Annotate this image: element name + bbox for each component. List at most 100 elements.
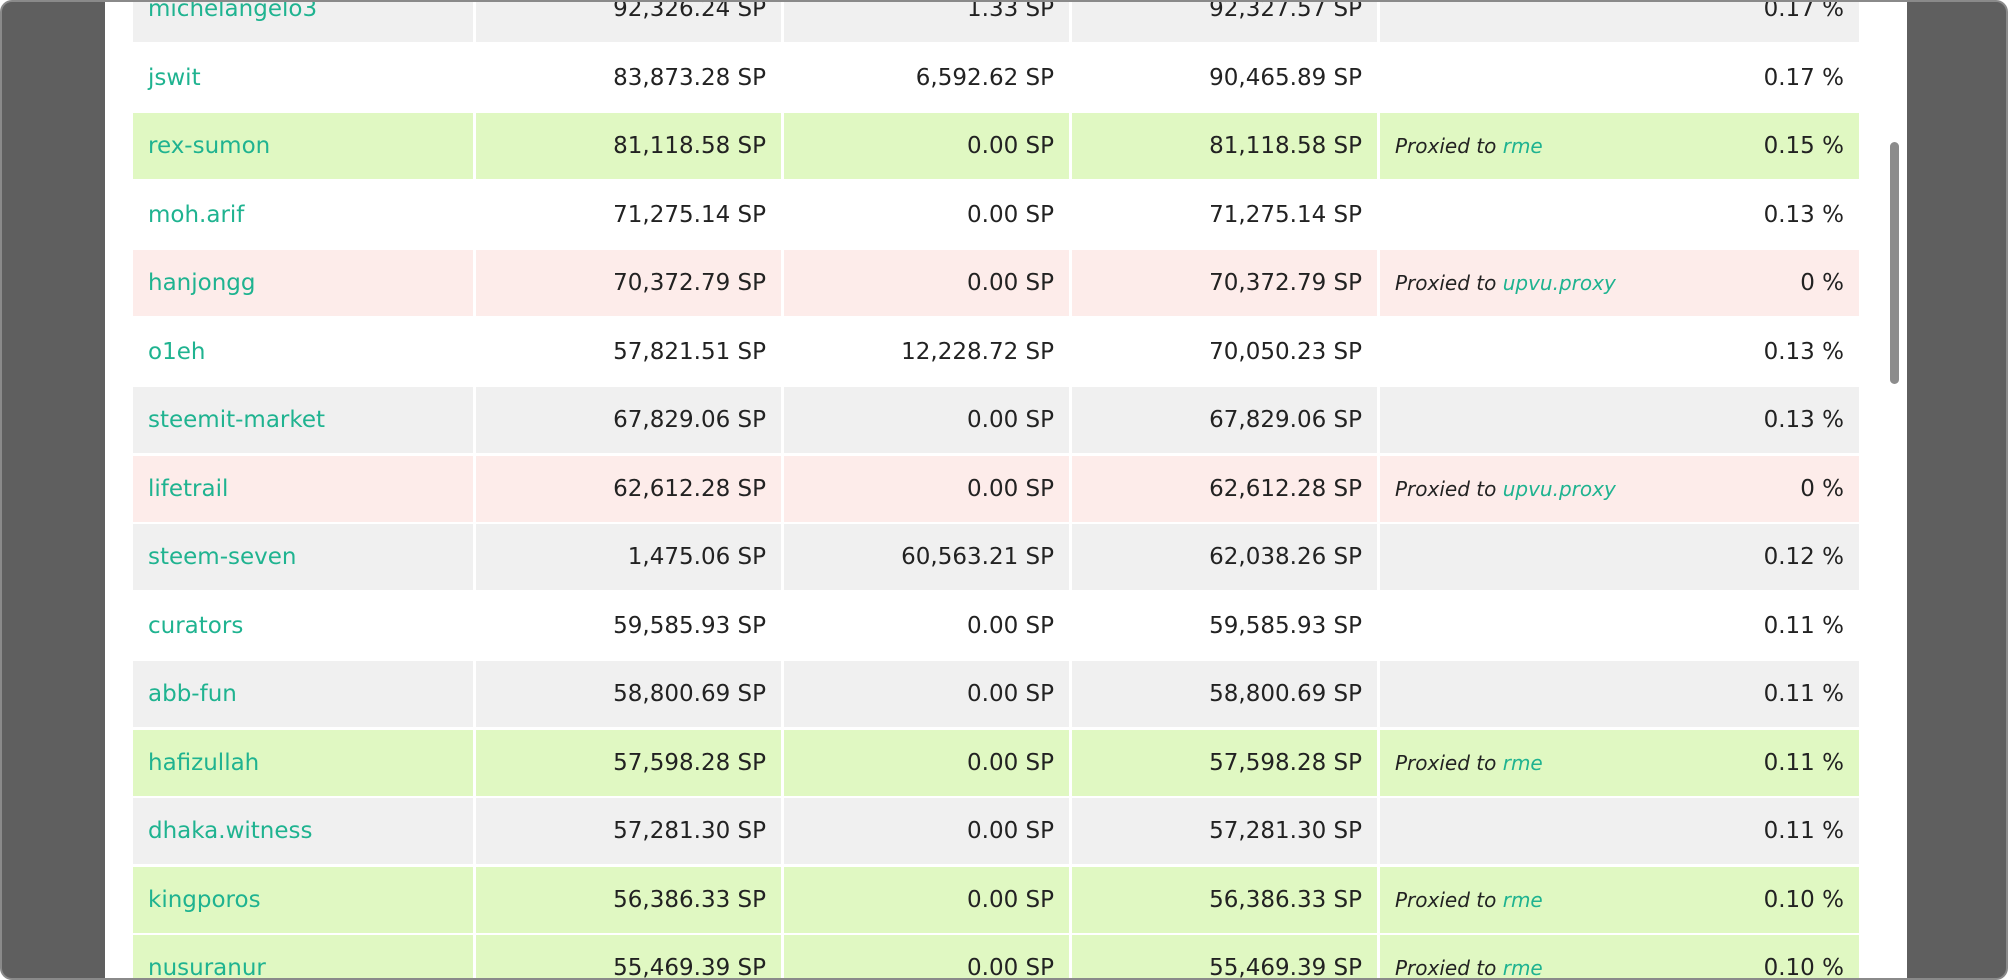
own-sp-cell: 71,275.14 SP xyxy=(476,181,784,248)
received-sp-cell: 0.00 SP xyxy=(784,935,1072,980)
own-sp-cell: 57,281.30 SP xyxy=(476,798,784,864)
vote-share-value: 0.10 % xyxy=(1763,886,1844,913)
total-sp-value: 57,281.30 SP xyxy=(1209,818,1362,844)
total-sp-value: 57,598.28 SP xyxy=(1209,749,1362,776)
account-link[interactable]: steemit-market xyxy=(148,407,326,433)
account-link[interactable]: hafizullah xyxy=(148,749,260,776)
received-sp-value: 1.33 SP xyxy=(967,2,1054,22)
total-sp-value: 58,800.69 SP xyxy=(1209,681,1362,707)
own-sp-cell: 83,873.28 SP xyxy=(476,44,784,111)
account-link[interactable]: o1eh xyxy=(148,338,206,365)
account-cell: kingporos xyxy=(133,866,476,933)
account-cell: rex-sumon xyxy=(133,113,476,179)
account-link[interactable]: moh.arif xyxy=(148,201,245,228)
total-sp-cell: 62,612.28 SP xyxy=(1072,455,1380,522)
total-sp-value: 59,585.93 SP xyxy=(1209,612,1362,639)
received-sp-value: 60,563.21 SP xyxy=(901,544,1054,570)
account-link[interactable]: dhaka.witness xyxy=(148,818,313,844)
proxy-share-cell: Proxied to rme 0.15 % xyxy=(1380,113,1859,179)
proxy-prefix: Proxied to xyxy=(1395,750,1497,775)
account-cell: hanjongg xyxy=(133,250,476,316)
received-sp-cell: 0.00 SP xyxy=(784,113,1072,179)
table-row: hanjongg 70,372.79 SP 0.00 SP 70,372.79 … xyxy=(133,250,1859,316)
total-sp-value: 92,327.57 SP xyxy=(1209,2,1362,22)
total-sp-value: 62,612.28 SP xyxy=(1209,475,1362,502)
own-sp-value: 1,475.06 SP xyxy=(627,544,766,570)
own-sp-cell: 81,118.58 SP xyxy=(476,113,784,179)
proxy-prefix: Proxied to xyxy=(1395,956,1497,980)
account-cell: michelangelo3 xyxy=(133,2,476,42)
proxy-note: Proxied to rme xyxy=(1395,134,1543,158)
own-sp-value: 67,829.06 SP xyxy=(613,407,766,433)
account-cell: moh.arif xyxy=(133,181,476,248)
received-sp-cell: 0.00 SP xyxy=(784,181,1072,248)
vote-share-value: 0.10 % xyxy=(1763,955,1844,980)
proxy-share-cell: 0.12 % xyxy=(1380,524,1859,590)
proxy-account-link[interactable]: upvu.proxy xyxy=(1502,271,1616,295)
account-link[interactable]: curators xyxy=(148,612,244,639)
received-sp-cell: 0.00 SP xyxy=(784,250,1072,316)
vote-share-value: 0 % xyxy=(1800,475,1844,502)
proxy-note: Proxied to upvu.proxy xyxy=(1395,477,1616,501)
account-link[interactable]: hanjongg xyxy=(148,270,256,296)
received-sp-value: 0.00 SP xyxy=(967,133,1054,159)
own-sp-value: 92,326.24 SP xyxy=(613,2,766,22)
account-link[interactable]: steem-seven xyxy=(148,544,297,570)
total-sp-cell: 57,598.28 SP xyxy=(1072,729,1380,796)
total-sp-value: 81,118.58 SP xyxy=(1209,133,1362,159)
proxy-share-cell: 0.11 % xyxy=(1380,592,1859,659)
received-sp-cell: 0.00 SP xyxy=(784,729,1072,796)
account-link[interactable]: nusuranur xyxy=(148,955,266,980)
proxy-account-link[interactable]: rme xyxy=(1502,134,1543,158)
account-cell: steemit-market xyxy=(133,387,476,453)
scrollbar-thumb[interactable] xyxy=(1890,142,1899,384)
own-sp-cell: 70,372.79 SP xyxy=(476,250,784,316)
account-cell: abb-fun xyxy=(133,661,476,727)
total-sp-cell: 59,585.93 SP xyxy=(1072,592,1380,659)
own-sp-value: 55,469.39 SP xyxy=(613,955,766,980)
own-sp-value: 59,585.93 SP xyxy=(613,612,766,639)
vertical-scrollbar[interactable] xyxy=(1884,2,1906,978)
proxy-share-cell: Proxied to rme 0.11 % xyxy=(1380,729,1859,796)
received-sp-value: 0.00 SP xyxy=(967,955,1054,980)
vote-share-value: 0.13 % xyxy=(1763,201,1844,228)
table-row: kingporos 56,386.33 SP 0.00 SP 56,386.33… xyxy=(133,866,1859,933)
vote-share-value: 0.11 % xyxy=(1763,681,1844,707)
received-sp-cell: 6,592.62 SP xyxy=(784,44,1072,111)
own-sp-cell: 67,829.06 SP xyxy=(476,387,784,453)
proxy-share-cell: 0.17 % xyxy=(1380,44,1859,111)
account-link[interactable]: abb-fun xyxy=(148,681,237,707)
proxy-share-cell: 0.11 % xyxy=(1380,661,1859,727)
proxy-account-link[interactable]: rme xyxy=(1502,750,1543,775)
received-sp-value: 0.00 SP xyxy=(967,818,1054,844)
proxy-account-link[interactable]: rme xyxy=(1502,887,1543,912)
proxy-account-link[interactable]: upvu.proxy xyxy=(1502,476,1616,501)
table-row: nusuranur 55,469.39 SP 0.00 SP 55,469.39… xyxy=(133,935,1859,980)
own-sp-cell: 92,326.24 SP xyxy=(476,2,784,42)
own-sp-cell: 55,469.39 SP xyxy=(476,935,784,980)
own-sp-value: 56,386.33 SP xyxy=(613,886,766,913)
proxy-account-link[interactable]: rme xyxy=(1502,956,1543,980)
table-row: dhaka.witness 57,281.30 SP 0.00 SP 57,28… xyxy=(133,798,1859,864)
total-sp-value: 71,275.14 SP xyxy=(1209,201,1362,228)
own-sp-value: 58,800.69 SP xyxy=(613,681,766,707)
received-sp-value: 0.00 SP xyxy=(967,475,1054,502)
total-sp-cell: 81,118.58 SP xyxy=(1072,113,1380,179)
account-link[interactable]: rex-sumon xyxy=(148,133,271,159)
account-link[interactable]: kingporos xyxy=(148,886,261,913)
table-row: rex-sumon 81,118.58 SP 0.00 SP 81,118.58… xyxy=(133,113,1859,179)
account-cell: jswit xyxy=(133,44,476,111)
account-cell: nusuranur xyxy=(133,935,476,980)
proxy-note: Proxied to rme xyxy=(1395,751,1543,775)
own-sp-value: 83,873.28 SP xyxy=(613,64,766,91)
account-link[interactable]: michelangelo3 xyxy=(148,2,318,22)
total-sp-cell: 92,327.57 SP xyxy=(1072,2,1380,42)
account-cell: curators xyxy=(133,592,476,659)
proxy-prefix: Proxied to xyxy=(1395,134,1497,158)
account-link[interactable]: jswit xyxy=(148,64,201,91)
received-sp-cell: 12,228.72 SP xyxy=(784,318,1072,385)
table-row: moh.arif 71,275.14 SP 0.00 SP 71,275.14 … xyxy=(133,181,1859,248)
proxy-share-cell: Proxied to upvu.proxy 0 % xyxy=(1380,455,1859,522)
table-row: steemit-market 67,829.06 SP 0.00 SP 67,8… xyxy=(133,387,1859,453)
account-link[interactable]: lifetrail xyxy=(148,475,229,502)
